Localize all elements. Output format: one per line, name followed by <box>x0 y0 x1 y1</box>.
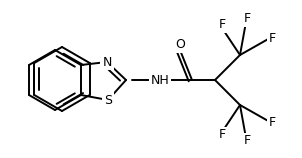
Text: F: F <box>218 128 226 142</box>
Text: N: N <box>102 55 112 69</box>
Text: O: O <box>175 39 185 52</box>
Text: S: S <box>104 94 112 106</box>
Text: F: F <box>243 12 251 25</box>
Text: F: F <box>218 18 226 31</box>
Text: F: F <box>268 31 275 45</box>
Text: NH: NH <box>151 73 169 86</box>
Text: F: F <box>243 134 251 148</box>
Text: F: F <box>268 115 275 128</box>
